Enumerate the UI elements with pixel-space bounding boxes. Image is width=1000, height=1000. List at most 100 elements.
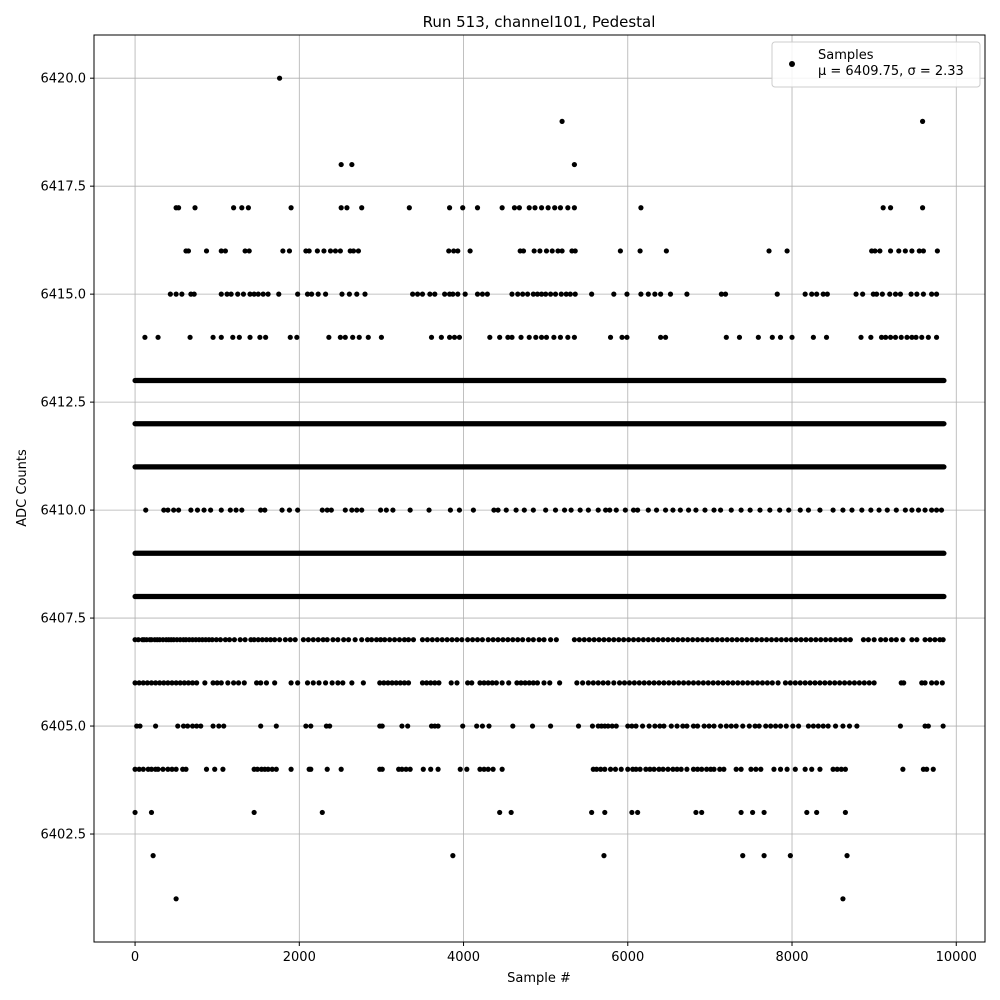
data-point [577, 507, 583, 513]
data-point [320, 637, 326, 643]
data-point [775, 680, 781, 686]
data-point [589, 723, 596, 729]
data-point [373, 637, 380, 643]
data-point [344, 205, 350, 211]
data-point [319, 507, 325, 513]
data-point [486, 723, 492, 729]
data-point [920, 248, 927, 254]
data-point [670, 766, 676, 772]
data-point [611, 680, 617, 686]
data-point [887, 205, 894, 211]
data-point [495, 507, 501, 513]
data-point [547, 637, 554, 643]
data-point [148, 680, 155, 686]
data-point [603, 507, 609, 513]
data-point [657, 723, 663, 729]
data-point [823, 637, 829, 643]
data-point [739, 637, 745, 643]
data-point [286, 248, 293, 254]
data-point [874, 291, 880, 297]
data-point [362, 291, 368, 297]
data-point [677, 507, 683, 513]
data-point [322, 291, 329, 297]
data-point [761, 853, 767, 859]
data-point [735, 680, 741, 686]
data-point [426, 507, 432, 513]
data-point [725, 680, 731, 686]
data-point [538, 205, 545, 211]
data-point [758, 766, 764, 772]
data-point [616, 637, 622, 643]
data-point [694, 723, 701, 729]
data-point [868, 507, 874, 513]
data-point [520, 637, 526, 643]
data-point [226, 637, 233, 643]
data-point [856, 680, 862, 686]
data-point [530, 291, 536, 297]
data-point [222, 248, 228, 254]
data-point [538, 334, 545, 340]
data-point [777, 334, 784, 340]
data-point [454, 637, 460, 643]
x-tick-label: 2000 [283, 950, 316, 965]
data-point [315, 637, 321, 643]
data-point [465, 637, 471, 643]
data-point [596, 637, 602, 643]
data-point [187, 334, 193, 340]
data-point [793, 637, 799, 643]
data-point [789, 334, 795, 340]
data-point [759, 680, 766, 686]
data-point [576, 637, 582, 643]
data-point [605, 723, 611, 729]
data-point [218, 680, 224, 686]
data-point [625, 723, 631, 729]
data-point [763, 723, 769, 729]
data-point [795, 723, 802, 729]
data-point [690, 680, 697, 686]
data-point [552, 291, 559, 297]
data-point [717, 766, 723, 772]
data-point [877, 248, 883, 254]
data-point [545, 205, 551, 211]
data-point [387, 637, 393, 643]
data-point [552, 507, 559, 513]
data-point [641, 680, 647, 686]
legend-entry-sublabel: μ = 6409.75, σ = 2.33 [818, 64, 964, 79]
data-point [143, 507, 149, 513]
data-point [230, 334, 236, 340]
data-point [695, 680, 702, 686]
data-point [571, 334, 578, 340]
data-point [326, 334, 332, 340]
data-point [338, 205, 344, 211]
data-point [900, 766, 906, 772]
y-tick-label: 6407.5 [41, 612, 87, 627]
data-point [399, 723, 405, 729]
data-point [784, 766, 790, 772]
data-point [865, 637, 871, 643]
data-point [218, 248, 224, 254]
data-point [792, 766, 798, 772]
data-point [469, 680, 475, 686]
data-point [419, 291, 426, 297]
data-point [254, 766, 261, 772]
data-point [534, 291, 541, 297]
data-point [896, 248, 902, 254]
data-point [658, 334, 664, 340]
data-point [295, 680, 301, 686]
data-point [304, 680, 311, 686]
data-point [629, 723, 635, 729]
data-point [871, 680, 877, 686]
data-point [288, 680, 294, 686]
data-point [132, 680, 138, 686]
data-point [602, 766, 608, 772]
data-point [282, 637, 288, 643]
data-point [155, 334, 161, 340]
data-point [607, 334, 614, 340]
data-point [514, 680, 520, 686]
data-point [878, 637, 884, 643]
data-point [866, 680, 872, 686]
data-point [798, 637, 804, 643]
data-point [169, 680, 175, 686]
data-point [379, 766, 385, 772]
data-point [509, 334, 515, 340]
